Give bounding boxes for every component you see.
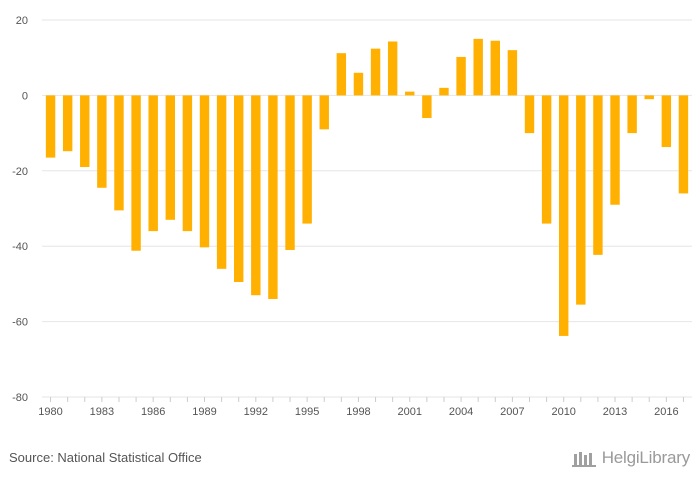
bar-1999[interactable] <box>370 48 381 96</box>
bar-1994[interactable] <box>285 95 295 250</box>
x-tick-label: 1992 <box>244 406 268 418</box>
bar-1992[interactable] <box>251 95 261 296</box>
bars <box>45 38 689 336</box>
bar-2010[interactable] <box>559 95 569 336</box>
bar-1993[interactable] <box>268 95 278 299</box>
bar-1996[interactable] <box>319 95 329 130</box>
source-note: Source: National Statistical Office <box>9 450 202 465</box>
bar-2006[interactable] <box>490 40 500 96</box>
library-icon <box>571 452 596 467</box>
y-tick-label: -40 <box>12 241 28 253</box>
y-axis-ticks: 20 0 -20 -40 -60 -80 <box>12 15 28 404</box>
bar-1984[interactable] <box>114 95 124 211</box>
x-tick-label: 1986 <box>141 406 165 418</box>
bar-1990[interactable] <box>216 95 227 269</box>
bar-1982[interactable] <box>80 95 90 168</box>
footer: Source: National Statistical Office Helg… <box>0 440 700 483</box>
bar-2007[interactable] <box>507 50 518 96</box>
bar-2013[interactable] <box>610 95 620 205</box>
x-tick-label: 1983 <box>90 406 114 418</box>
bar-2004[interactable] <box>456 56 466 96</box>
bar-2000[interactable] <box>387 41 398 96</box>
bar-2009[interactable] <box>541 95 552 224</box>
bar-1998[interactable] <box>353 72 364 96</box>
x-tick-label: 2016 <box>654 406 678 418</box>
bar-1985[interactable] <box>131 95 141 251</box>
y-tick-label: 0 <box>22 90 28 102</box>
bar-2003[interactable] <box>439 87 449 96</box>
x-tick-label: 2004 <box>449 406 473 418</box>
y-tick-label: -80 <box>12 392 28 404</box>
x-tick-label: 1995 <box>295 406 319 418</box>
bar-1987[interactable] <box>165 95 175 220</box>
x-tick-label: 2010 <box>551 406 575 418</box>
bar-2001[interactable] <box>405 91 415 96</box>
bar-2015[interactable] <box>644 95 654 100</box>
bar-chart: 20 0 -20 -40 -60 -80 1980 1983 1986 1989 1992 1995… <box>12 15 692 418</box>
x-tick-label: 2001 <box>398 406 422 418</box>
helgi-library-logo[interactable]: HelgiLibrary <box>571 448 691 468</box>
bar-2012[interactable] <box>593 95 603 255</box>
bar-2017[interactable] <box>678 95 689 194</box>
bar-2016[interactable] <box>661 95 672 148</box>
x-tick-label: 1998 <box>346 406 370 418</box>
logo-text: HelgiLibrary <box>601 448 691 467</box>
bar-2002[interactable] <box>422 95 432 119</box>
bar-1986[interactable] <box>148 95 158 232</box>
y-tick-label: 20 <box>16 15 28 27</box>
bar-2011[interactable] <box>576 95 586 305</box>
x-tick-label: 1980 <box>38 406 62 418</box>
bar-1989[interactable] <box>199 95 210 248</box>
x-tick-label: 1989 <box>192 406 216 418</box>
bar-1980[interactable] <box>45 95 56 158</box>
bar-1988[interactable] <box>182 95 193 232</box>
bar-1997[interactable] <box>336 53 347 96</box>
bar-2014[interactable] <box>627 95 637 134</box>
x-axis: 1980 1983 1986 1989 1992 1995 1998 2001 2004 2007… <box>38 397 684 418</box>
bar-1991[interactable] <box>234 95 244 283</box>
x-tick-label: 2007 <box>500 406 524 418</box>
bar-1983[interactable] <box>97 95 107 188</box>
x-tick-label: 2013 <box>603 406 627 418</box>
bar-1995[interactable] <box>302 95 312 224</box>
bar-2008[interactable] <box>524 95 535 134</box>
y-tick-label: -20 <box>12 166 28 178</box>
bar-1981[interactable] <box>62 95 73 152</box>
bar-2005[interactable] <box>473 38 483 96</box>
y-tick-label: -60 <box>12 317 28 329</box>
